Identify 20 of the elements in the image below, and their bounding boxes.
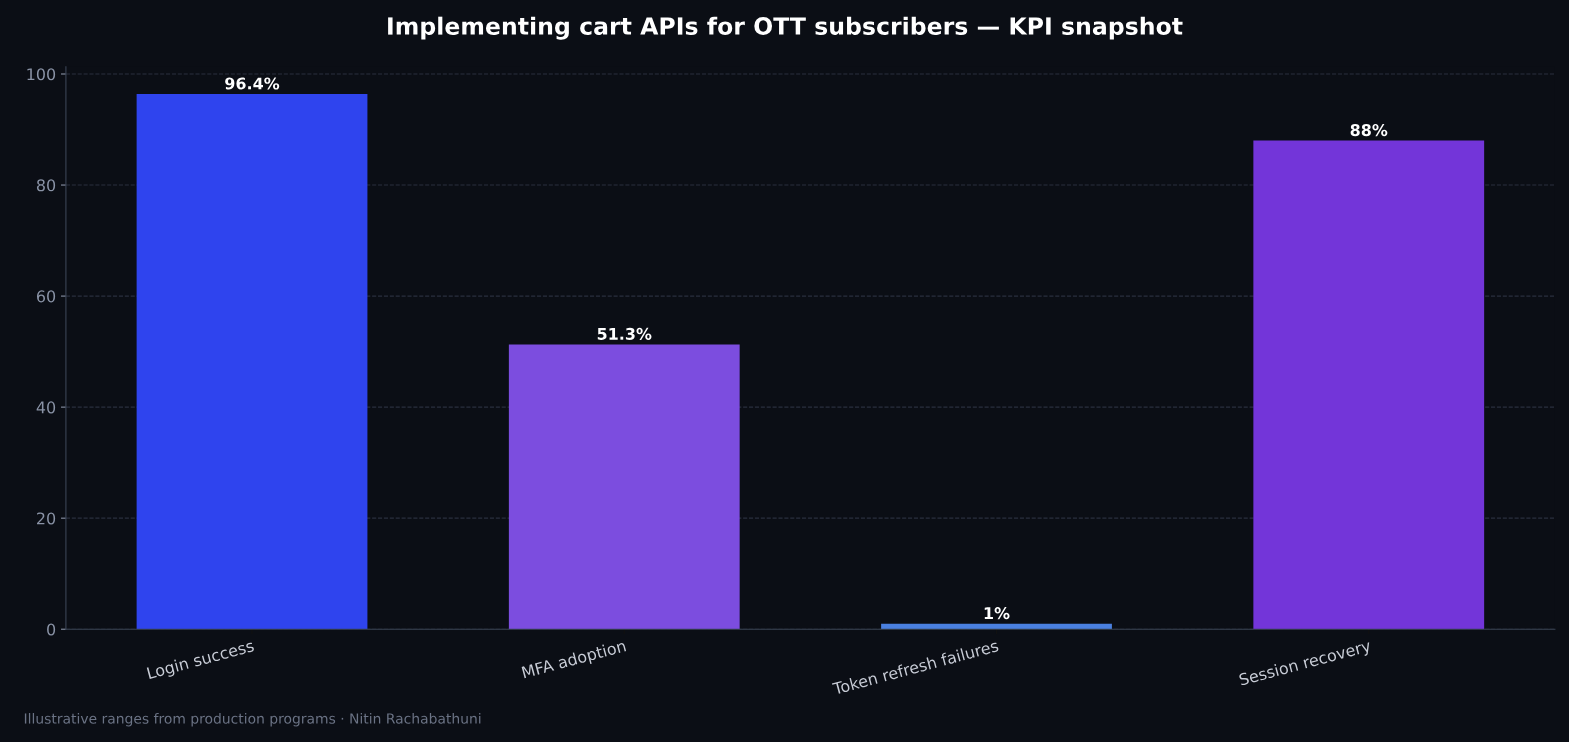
bar — [881, 623, 1112, 630]
bar — [1253, 140, 1485, 630]
bar — [136, 93, 368, 630]
x-tick-label: Token refresh failures — [831, 639, 999, 696]
x-tick-label: Session recovery — [1238, 639, 1373, 689]
chart-title: Implementing cart APIs for OTT subscribers — KPI snapshot — [388, 16, 1183, 40]
data-label: 96.4% — [225, 77, 280, 90]
data-label: 1% — [984, 607, 1010, 620]
x-tick-label: Login success — [146, 639, 256, 683]
text: Illustrative ranges from production programs · Nitin Rachabathuni — [24, 713, 481, 727]
y-tick-label: 0 — [47, 623, 56, 636]
y-tick-label: 20 — [37, 512, 56, 525]
x-tick-label: MFA adoption — [521, 639, 627, 682]
data-label: 88% — [1350, 124, 1388, 137]
y-tick-label: 100 — [27, 68, 56, 81]
data-label: 51.3% — [597, 327, 652, 340]
y-tick-label: 60 — [36, 290, 56, 303]
y-tick-label: 80 — [36, 179, 56, 192]
bar — [508, 344, 740, 630]
y-tick-label: 40 — [36, 401, 56, 414]
